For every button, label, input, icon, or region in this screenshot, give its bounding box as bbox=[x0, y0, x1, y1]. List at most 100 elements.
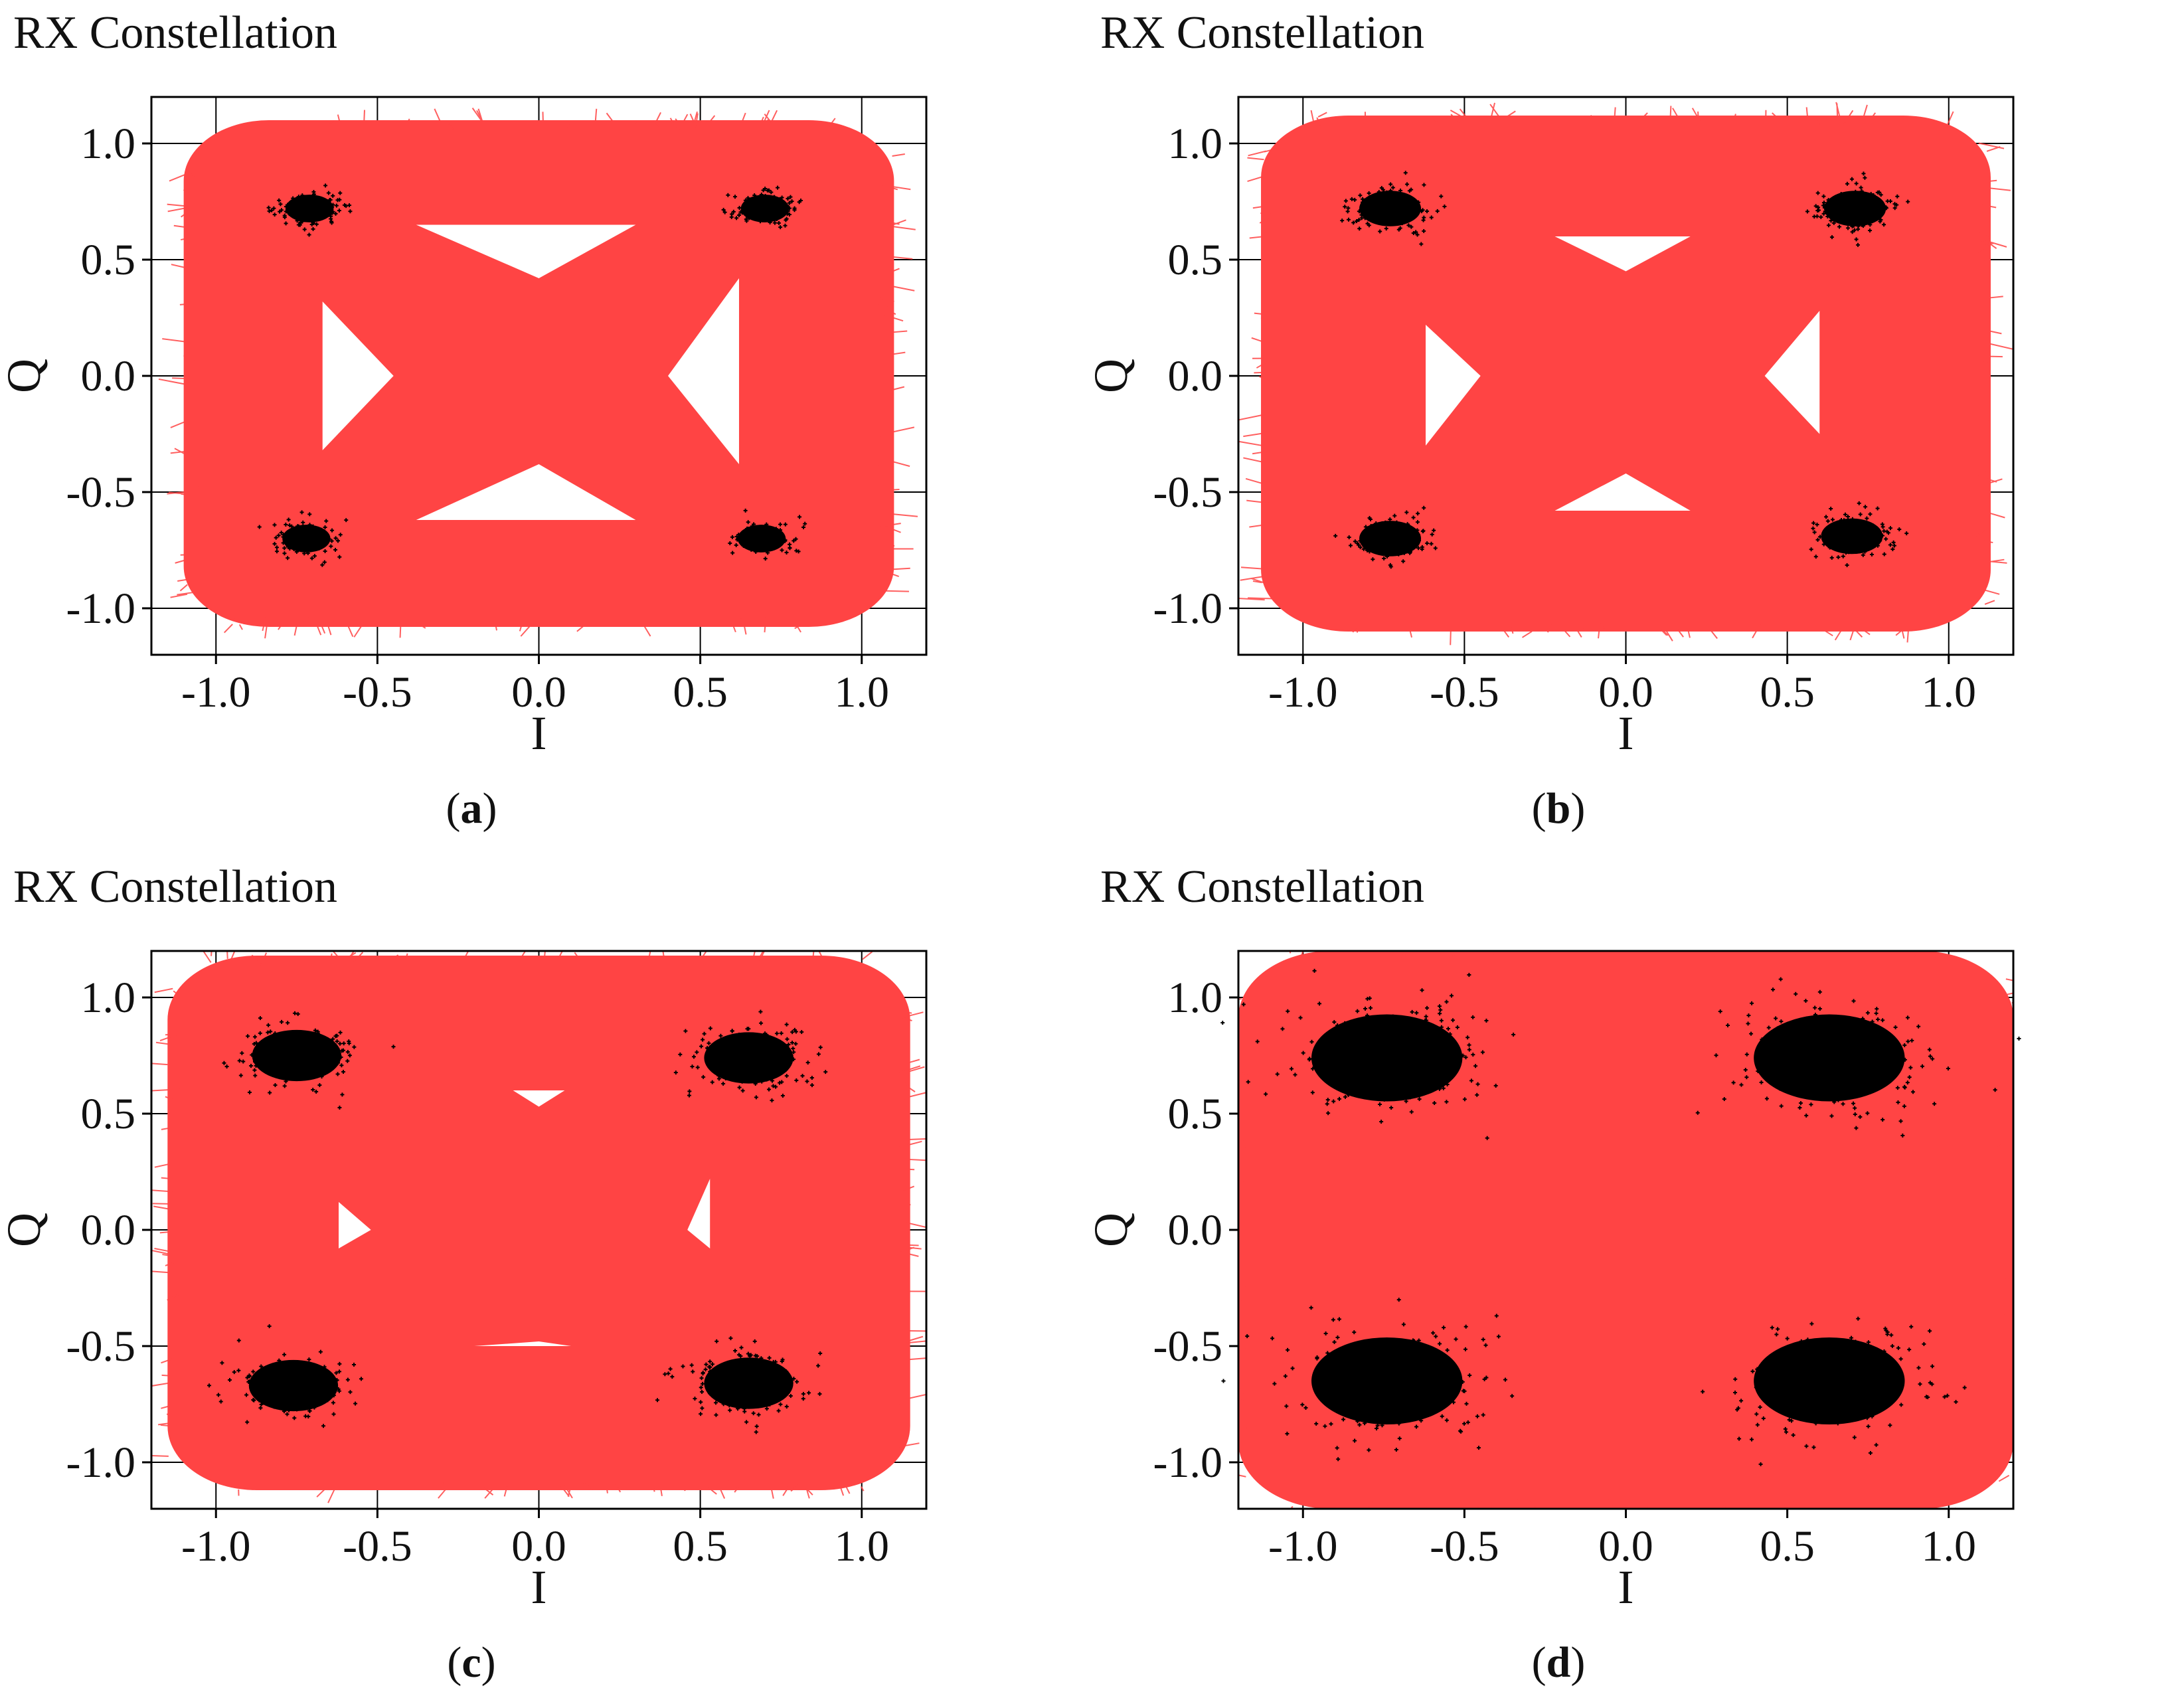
symbol-point bbox=[293, 1011, 295, 1015]
symbol-point bbox=[1410, 1110, 1412, 1114]
fringe-trace bbox=[1979, 588, 2000, 595]
symbol-point bbox=[348, 1039, 350, 1044]
symbol-point bbox=[1879, 190, 1881, 195]
symbol-point bbox=[293, 541, 295, 546]
fringe-trace bbox=[1569, 1498, 1575, 1506]
symbol-point bbox=[764, 187, 766, 191]
symbol-point bbox=[734, 1349, 736, 1353]
symbol-point bbox=[1394, 527, 1396, 532]
symbol-point bbox=[1370, 214, 1372, 219]
symbol-point bbox=[279, 209, 281, 214]
y-tick-label: 0.0 bbox=[1168, 352, 1223, 400]
symbol-point bbox=[772, 216, 774, 221]
symbol-point bbox=[292, 1387, 293, 1392]
fringe-trace bbox=[170, 593, 188, 598]
symbol-point bbox=[283, 1391, 285, 1395]
fringe-trace bbox=[2012, 996, 2013, 998]
fringe-trace bbox=[708, 115, 716, 124]
symbol-point bbox=[1396, 1074, 1398, 1079]
symbol-point bbox=[1302, 1051, 1304, 1055]
symbol-point bbox=[1409, 551, 1411, 555]
symbol-point bbox=[755, 200, 757, 205]
fringe-trace bbox=[1980, 239, 1989, 247]
symbol-point bbox=[1411, 539, 1413, 544]
fringe-trace bbox=[1310, 110, 1315, 122]
symbol-point bbox=[338, 209, 340, 213]
symbol-point bbox=[740, 1354, 742, 1359]
symbol-point bbox=[750, 541, 752, 546]
symbol-point bbox=[289, 1043, 291, 1048]
symbol-point bbox=[301, 1384, 303, 1389]
cluster-core bbox=[1754, 1014, 1905, 1102]
trajectory-region bbox=[151, 951, 926, 1503]
fringe-trace bbox=[1975, 246, 1987, 254]
symbol-point bbox=[284, 551, 286, 556]
symbol-point bbox=[290, 1040, 292, 1045]
symbol-point bbox=[745, 209, 747, 213]
symbol-point bbox=[758, 546, 760, 551]
symbol-point bbox=[1362, 200, 1364, 205]
symbol-point bbox=[1845, 526, 1847, 531]
symbol-point bbox=[289, 1069, 291, 1074]
symbol-point bbox=[746, 1360, 748, 1365]
symbol-point bbox=[1368, 535, 1370, 539]
fringe-trace bbox=[2009, 1213, 2013, 1218]
symbol-point bbox=[309, 213, 311, 218]
symbol-point bbox=[298, 528, 300, 533]
symbol-point bbox=[292, 1397, 293, 1402]
symbol-point bbox=[1344, 1094, 1346, 1099]
symbol-point bbox=[1370, 1005, 1372, 1010]
panel-caption: (c) bbox=[447, 1638, 496, 1687]
symbol-point bbox=[709, 1391, 711, 1396]
symbol-point bbox=[293, 547, 295, 551]
symbol-point bbox=[784, 1377, 786, 1382]
symbol-point bbox=[738, 1085, 740, 1090]
symbol-point bbox=[764, 1074, 766, 1078]
symbol-point bbox=[1833, 207, 1835, 211]
symbol-point bbox=[760, 211, 762, 216]
fringe-trace bbox=[1998, 1474, 2010, 1482]
symbol-point bbox=[739, 1379, 741, 1384]
fringe-trace bbox=[1599, 622, 1606, 630]
symbol-point bbox=[700, 1412, 702, 1416]
symbol-point bbox=[709, 1053, 711, 1058]
symbol-point bbox=[1412, 515, 1414, 520]
y-tick-label: 0.0 bbox=[81, 352, 136, 400]
symbol-point bbox=[727, 193, 729, 197]
symbol-point bbox=[1408, 189, 1410, 193]
symbol-point bbox=[309, 1065, 311, 1070]
fringe-trace bbox=[161, 1125, 184, 1130]
fringe-trace bbox=[689, 114, 698, 129]
fringe-trace bbox=[1987, 242, 1997, 249]
symbol-point bbox=[325, 213, 327, 217]
symbol-point bbox=[293, 213, 295, 218]
symbol-point bbox=[1848, 543, 1850, 547]
fringe-trace bbox=[708, 1487, 717, 1495]
fringe-trace bbox=[1932, 951, 1936, 961]
symbol-point bbox=[694, 1397, 696, 1401]
symbol-point bbox=[1394, 513, 1396, 518]
symbol-point bbox=[254, 1051, 256, 1055]
fringe-trace bbox=[316, 1488, 325, 1497]
fringe-trace bbox=[887, 330, 908, 333]
symbol-point bbox=[1841, 542, 1843, 547]
symbol-point bbox=[295, 1076, 297, 1080]
symbol-point bbox=[311, 556, 313, 560]
symbol-point bbox=[1434, 546, 1436, 551]
symbol-point bbox=[1806, 209, 1808, 214]
fringe-trace bbox=[404, 118, 410, 129]
symbol-point bbox=[306, 1043, 308, 1048]
y-tick-label: 0.5 bbox=[81, 1090, 136, 1138]
symbol-point bbox=[747, 1363, 749, 1367]
y-tick-label: -1.0 bbox=[66, 1438, 135, 1487]
symbol-point bbox=[1847, 546, 1849, 551]
x-tick-label: -0.5 bbox=[343, 1522, 412, 1571]
symbol-point bbox=[320, 1036, 322, 1041]
symbol-point bbox=[730, 214, 732, 219]
fringe-trace bbox=[692, 111, 698, 128]
symbol-point bbox=[1385, 533, 1387, 537]
symbol-point bbox=[761, 527, 763, 531]
symbol-point bbox=[323, 560, 325, 564]
symbol-point bbox=[771, 1098, 773, 1103]
symbol-point bbox=[1360, 1049, 1362, 1053]
